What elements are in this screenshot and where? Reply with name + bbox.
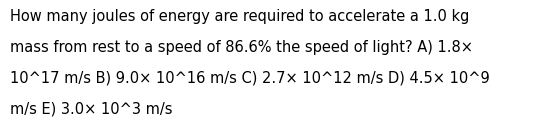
Text: 10^17 m/s B) 9.0× 10^16 m/s C) 2.7× 10^12 m/s D) 4.5× 10^9: 10^17 m/s B) 9.0× 10^16 m/s C) 2.7× 10^1… [10, 71, 490, 86]
Text: How many joules of energy are required to accelerate a 1.0 kg: How many joules of energy are required t… [10, 9, 469, 24]
Text: mass from rest to a speed of 86.6% the speed of light? A) 1.8×: mass from rest to a speed of 86.6% the s… [10, 40, 473, 55]
Text: m/s E) 3.0× 10^3 m/s: m/s E) 3.0× 10^3 m/s [10, 101, 172, 116]
